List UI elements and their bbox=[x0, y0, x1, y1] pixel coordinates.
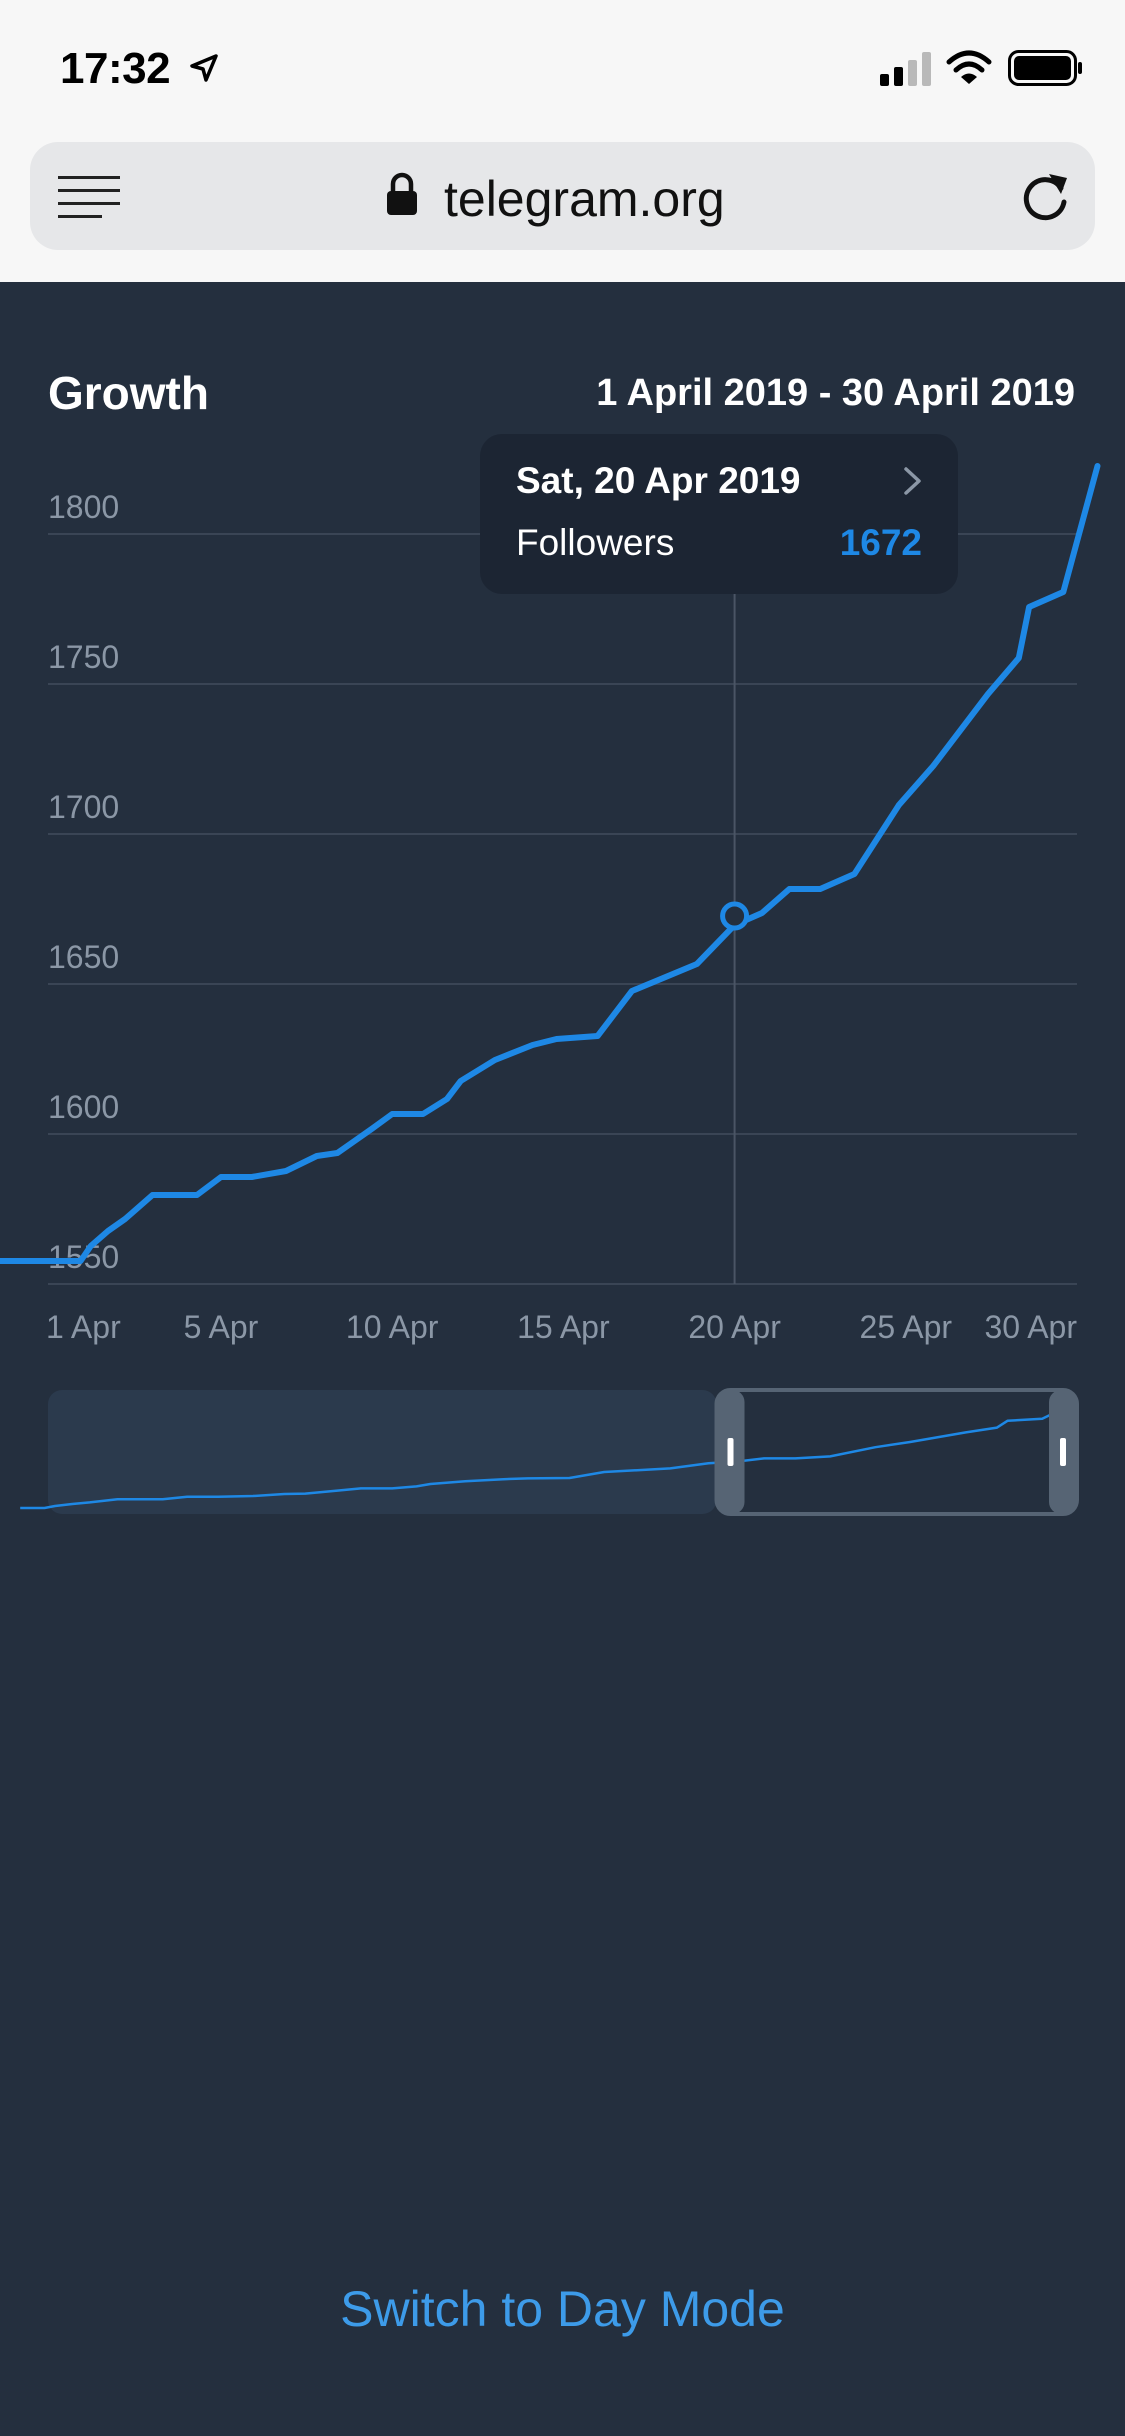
x-tick-label: 5 Apr bbox=[184, 1309, 259, 1345]
handle-grip-left-icon bbox=[727, 1438, 734, 1466]
x-tick-label: 30 Apr bbox=[984, 1309, 1077, 1345]
browser-chrome: 17:32 bbox=[0, 0, 1125, 282]
handle-grip-right-icon bbox=[1060, 1438, 1066, 1466]
date-range: 1 April 2019 - 30 April 2019 bbox=[596, 372, 1075, 414]
location-arrow-icon bbox=[188, 52, 220, 89]
wifi-icon bbox=[946, 50, 992, 91]
highlight-point[interactable] bbox=[720, 901, 750, 931]
y-tick-label: 1800 bbox=[48, 489, 119, 525]
x-tick-label: 1 Apr bbox=[46, 1309, 121, 1345]
range-navigator bbox=[20, 1388, 1080, 1516]
y-tick-label: 1750 bbox=[48, 639, 119, 675]
battery-icon bbox=[1008, 50, 1084, 91]
tooltip-date: Sat, 20 Apr 2019 bbox=[516, 460, 801, 501]
chart-panel: Growth 1 April 2019 - 30 April 2019 1550… bbox=[0, 282, 1125, 2436]
lock-icon bbox=[385, 172, 419, 221]
signal-icon bbox=[880, 52, 934, 91]
x-tick-label: 25 Apr bbox=[860, 1309, 953, 1345]
status-time: 17:32 bbox=[60, 44, 171, 93]
chevron-right-icon[interactable] bbox=[902, 466, 924, 501]
x-tick-label: 20 Apr bbox=[688, 1309, 781, 1345]
x-axis-ticks: 1 Apr 5 Apr 10 Apr 15 Apr 20 Apr 25 Apr 30 Apr bbox=[46, 1309, 1077, 1345]
status-bar: 17:32 bbox=[0, 0, 1125, 140]
url-text[interactable]: telegram.org bbox=[444, 171, 725, 227]
navigator-series-line bbox=[20, 1400, 1078, 1510]
tooltip-value: 1672 bbox=[839, 522, 922, 563]
chart-grid bbox=[48, 533, 1077, 1285]
x-tick-label: 10 Apr bbox=[346, 1309, 439, 1345]
address-bar[interactable]: telegram.org bbox=[30, 142, 1095, 250]
y-tick-label: 1600 bbox=[48, 1089, 119, 1125]
series-layer bbox=[0, 463, 1101, 1264]
data-tooltip[interactable]: Sat, 20 Apr 2019 Followers 1672 bbox=[480, 434, 958, 594]
tooltip-series-label: Followers bbox=[516, 522, 675, 563]
x-tick-label: 15 Apr bbox=[517, 1309, 610, 1345]
navigator-window[interactable] bbox=[714, 1388, 1080, 1516]
y-tick-label: 1700 bbox=[48, 789, 119, 825]
reload-icon[interactable] bbox=[1019, 168, 1073, 229]
chart-title: Growth bbox=[48, 367, 209, 419]
series-line-followers[interactable] bbox=[0, 463, 1101, 1264]
switch-day-mode-link[interactable]: Switch to Day Mode bbox=[340, 2281, 785, 2337]
y-tick-label: 1650 bbox=[48, 939, 119, 975]
menu-icon[interactable] bbox=[58, 176, 122, 223]
highlight-layer bbox=[720, 901, 750, 931]
navigator-unselected-area[interactable] bbox=[48, 1390, 717, 1514]
